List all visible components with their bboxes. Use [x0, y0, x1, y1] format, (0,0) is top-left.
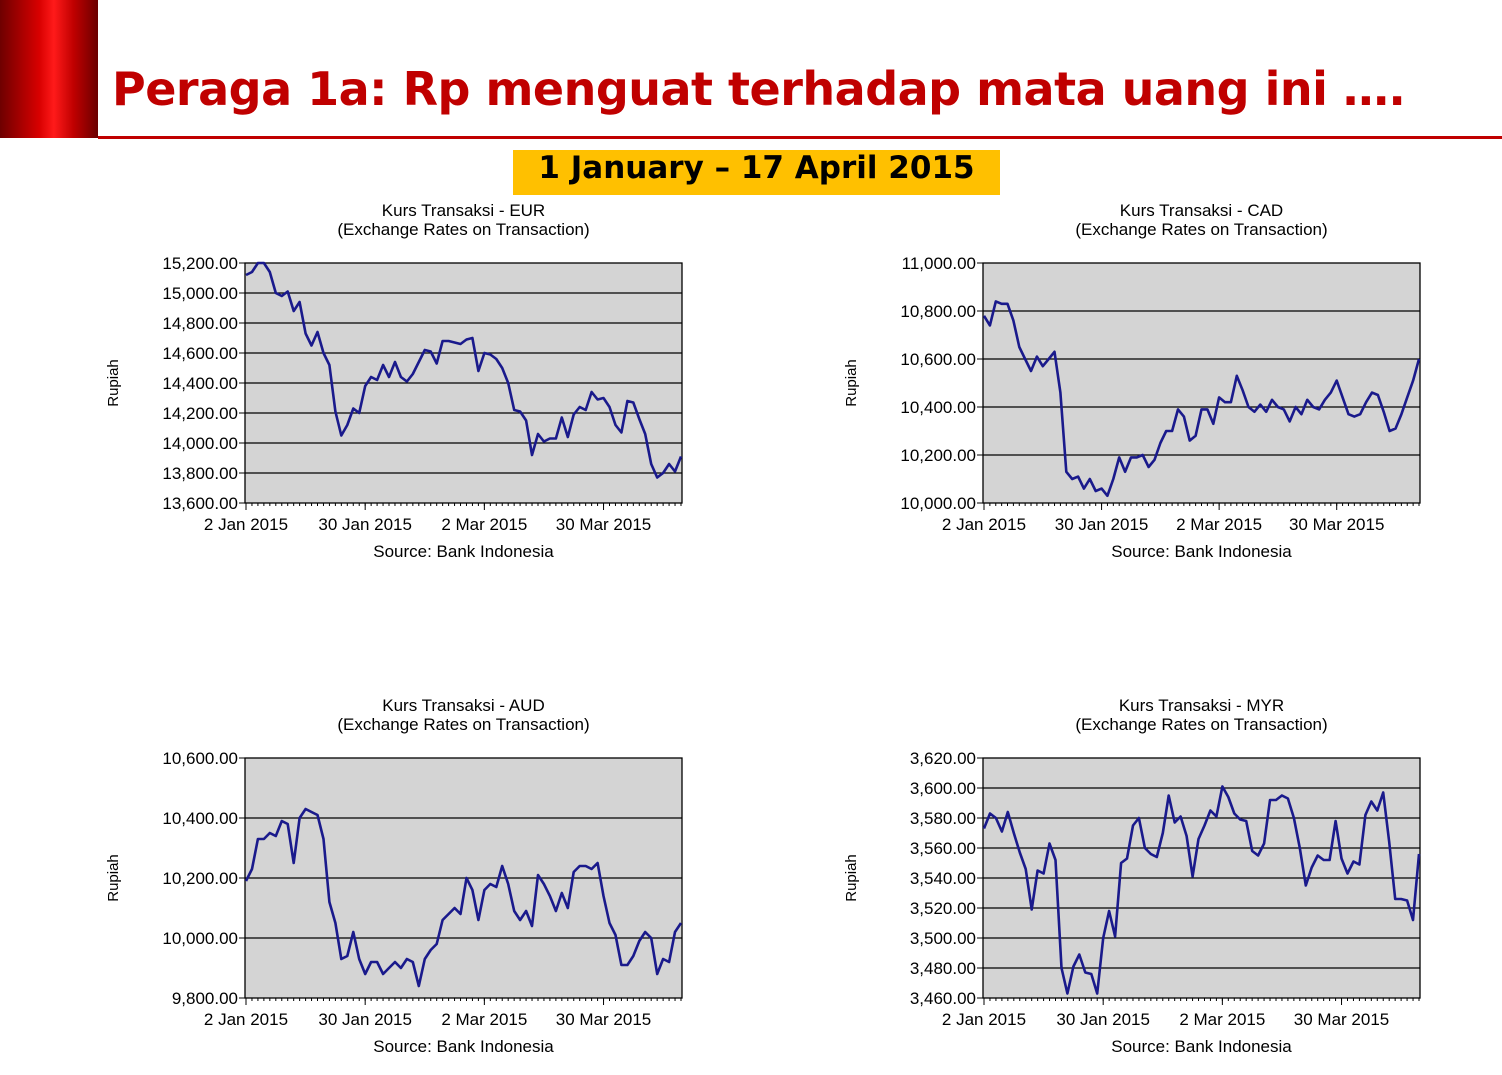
y-tick-label: 10,000.00	[900, 494, 976, 513]
y-tick-label: 3,500.00	[910, 929, 976, 948]
red-accent-bar	[0, 0, 98, 138]
eur-chart-svg: Kurs Transaksi - EUR(Exchange Rates on T…	[105, 201, 683, 561]
aud-chart-svg: Kurs Transaksi - AUD(Exchange Rates on T…	[105, 696, 683, 1056]
chart-subtitle: (Exchange Rates on Transaction)	[1075, 220, 1327, 239]
title-rule	[98, 136, 1502, 139]
y-axis-label: Rupiah	[105, 359, 122, 407]
chart-cad: Kurs Transaksi - CAD (Exchange Rates on T…	[838, 198, 1438, 568]
y-tick-label: 10,400.00	[162, 809, 238, 828]
y-tick-label: 13,800.00	[162, 464, 238, 483]
y-tick-label: 10,000.00	[162, 929, 238, 948]
chart-aud: Kurs Transaksi - AUD (Exchange Rates on T…	[100, 693, 700, 1063]
myr-chart-svg: Kurs Transaksi - MYR(Exchange Rates on T…	[843, 696, 1421, 1056]
y-tick-label: 10,600.00	[900, 350, 976, 369]
chart-source: Source: Bank Indonesia	[1111, 542, 1292, 561]
chart-subtitle: (Exchange Rates on Transaction)	[337, 715, 589, 734]
y-tick-label: 14,400.00	[162, 374, 238, 393]
x-tick-label: 30 Jan 2015	[318, 515, 412, 534]
y-tick-label: 11,000.00	[902, 254, 976, 273]
y-tick-label: 9,800.00	[172, 989, 238, 1008]
chart-subtitle: (Exchange Rates on Transaction)	[337, 220, 589, 239]
y-tick-label: 3,600.00	[910, 779, 976, 798]
series-line	[982, 785, 1421, 995]
y-tick-label: 15,000.00	[162, 284, 238, 303]
y-tick-label: 15,200.00	[162, 254, 238, 273]
y-tick-label: 3,620.00	[910, 749, 976, 768]
chart-subtitle: (Exchange Rates on Transaction)	[1075, 715, 1327, 734]
y-tick-label: 10,800.00	[900, 302, 976, 321]
x-tick-label: 30 Jan 2015	[1055, 515, 1149, 534]
y-tick-label: 10,600.00	[162, 749, 238, 768]
x-tick-label: 30 Mar 2015	[1289, 515, 1384, 534]
y-tick-label: 3,520.00	[910, 899, 976, 918]
x-tick-label: 30 Mar 2015	[556, 515, 651, 534]
y-tick-label: 10,400.00	[900, 398, 976, 417]
y-tick-label: 14,600.00	[162, 344, 238, 363]
y-tick-label: 3,580.00	[910, 809, 976, 828]
x-tick-label: 30 Jan 2015	[318, 1010, 412, 1029]
x-tick-label: 30 Jan 2015	[1056, 1010, 1150, 1029]
chart-title: Kurs Transaksi - CAD	[1120, 201, 1283, 220]
series-line	[245, 261, 683, 479]
chart-source: Source: Bank Indonesia	[1111, 1037, 1292, 1056]
chart-myr: Kurs Transaksi - MYR (Exchange Rates on T…	[838, 693, 1438, 1063]
chart-source: Source: Bank Indonesia	[373, 542, 554, 561]
y-tick-label: 14,200.00	[162, 404, 238, 423]
slide-title: Peraga 1a: Rp menguat terhadap mata uang…	[112, 62, 1406, 116]
chart-eur: Kurs Transaksi - EUR (Exchange Rates on T…	[100, 198, 700, 568]
y-axis-label: Rupiah	[105, 854, 122, 902]
x-tick-label: 2 Jan 2015	[942, 1010, 1026, 1029]
x-tick-label: 2 Mar 2015	[1179, 1010, 1265, 1029]
y-axis-label: Rupiah	[843, 359, 860, 407]
chart-title: Kurs Transaksi - AUD	[382, 696, 545, 715]
y-tick-label: 3,560.00	[910, 839, 976, 858]
x-tick-label: 2 Jan 2015	[204, 1010, 288, 1029]
series-line	[244, 807, 683, 988]
y-tick-label: 13,600.00	[162, 494, 238, 513]
chart-title: Kurs Transaksi - MYR	[1119, 696, 1284, 715]
y-tick-label: 3,540.00	[910, 869, 976, 888]
y-tick-label: 14,800.00	[162, 314, 238, 333]
x-minor-ticks	[983, 998, 1420, 1001]
y-tick-label: 3,460.00	[910, 989, 976, 1008]
x-tick-label: 30 Mar 2015	[556, 1010, 651, 1029]
x-tick-label: 2 Mar 2015	[441, 515, 527, 534]
chart-title: Kurs Transaksi - EUR	[382, 201, 545, 220]
plot-area	[982, 262, 1421, 504]
y-tick-label: 3,480.00	[910, 959, 976, 978]
y-axis-label: Rupiah	[843, 854, 860, 902]
x-tick-label: 2 Jan 2015	[204, 515, 288, 534]
x-tick-label: 2 Mar 2015	[441, 1010, 527, 1029]
x-minor-ticks	[245, 503, 682, 506]
y-tick-label: 14,000.00	[162, 434, 238, 453]
x-minor-ticks	[245, 998, 682, 1001]
x-minor-ticks	[983, 503, 1420, 506]
cad-chart-svg: Kurs Transaksi - CAD(Exchange Rates on T…	[843, 201, 1421, 561]
x-tick-label: 2 Jan 2015	[942, 515, 1026, 534]
x-tick-label: 2 Mar 2015	[1176, 515, 1262, 534]
series-line	[982, 300, 1421, 498]
chart-source: Source: Bank Indonesia	[373, 1037, 554, 1056]
date-range-banner: 1 January – 17 April 2015	[513, 150, 1000, 195]
y-tick-label: 10,200.00	[162, 869, 238, 888]
x-tick-label: 30 Mar 2015	[1294, 1010, 1389, 1029]
y-tick-label: 10,200.00	[900, 446, 976, 465]
